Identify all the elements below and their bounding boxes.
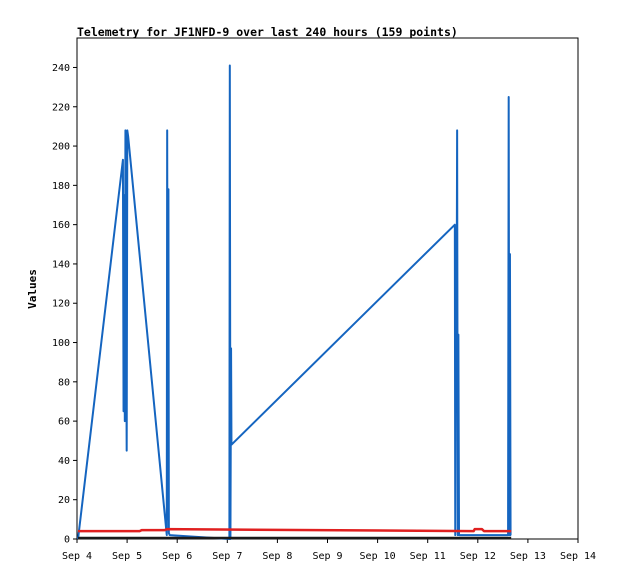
y-tick-label: 180 (52, 181, 70, 192)
y-tick-label: 120 (52, 299, 70, 310)
x-tick-label: Sep 9 (312, 551, 342, 562)
y-tick-label: 160 (52, 220, 70, 231)
series-layer (77, 64, 512, 540)
x-tick-label: Sep 7 (212, 551, 242, 562)
plot-frame (76, 37, 579, 540)
y-tick-label: 20 (58, 495, 70, 506)
y-tick-label: 0 (64, 535, 70, 546)
x-tick-label: Sep 13 (510, 551, 546, 562)
x-axis-ticks: Sep 4 Sep 5 Sep 6 Sep 7 Sep 8 Sep 9 Sep 10 Sep … (62, 539, 596, 562)
x-tick-label: Sep 10 (360, 551, 396, 562)
y-tick-label: 200 (52, 142, 70, 153)
x-tick-label: Sep 14 (560, 551, 596, 562)
x-tick-label: Sep 6 (162, 551, 192, 562)
x-tick-label: Sep 8 (262, 551, 292, 562)
series-line-1 (77, 64, 512, 540)
series-line-2 (78, 527, 512, 533)
x-tick-label: Sep 5 (112, 551, 142, 562)
y-tick-label: 140 (52, 259, 70, 270)
y-tick-label: 100 (52, 338, 70, 349)
y-tick-label: 240 (52, 63, 70, 74)
chart-title: Telemetry for JF1NFD-9 over last 240 hou… (77, 25, 458, 39)
x-tick-label: Sep 11 (410, 551, 446, 562)
y-axis-label: Values (26, 269, 39, 309)
y-tick-label: 60 (58, 417, 70, 428)
y-axis-ticks: 0 20 40 60 80 100 120 140 160 180 200 220 240 (52, 63, 77, 546)
y-tick-label: 220 (52, 102, 70, 113)
y-tick-label: 40 (58, 456, 70, 467)
x-tick-label: Sep 4 (62, 551, 92, 562)
y-tick-label: 80 (58, 377, 70, 388)
x-tick-label: Sep 12 (460, 551, 496, 562)
